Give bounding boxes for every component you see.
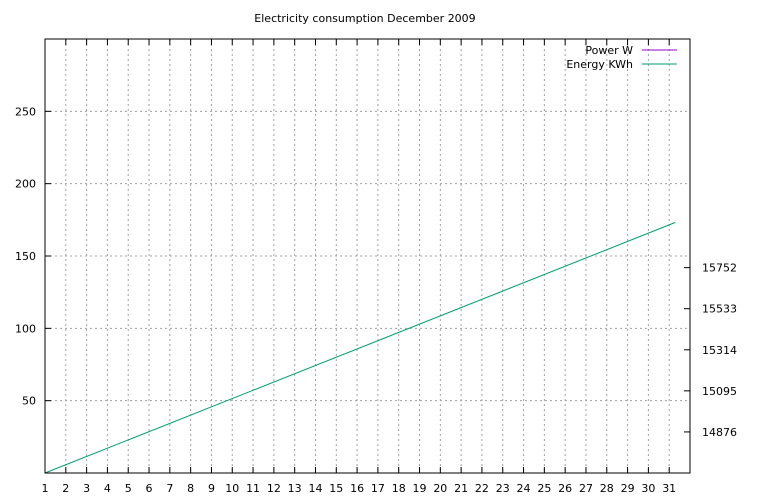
x-tick-label: 12: [267, 482, 281, 495]
x-tick-label: 22: [475, 482, 489, 495]
x-tick-label: 11: [246, 482, 260, 495]
x-tick-label: 17: [371, 482, 385, 495]
chart-title: Electricity consumption December 2009: [254, 12, 475, 25]
x-tick-label: 9: [208, 482, 215, 495]
x-tick-label: 19: [413, 482, 427, 495]
x-tick-label: 30: [641, 482, 655, 495]
series-lines: [44, 221, 676, 474]
x-tick-label: 3: [83, 482, 90, 495]
x-tick-label: 6: [146, 482, 153, 495]
x-tick-label: 10: [225, 482, 239, 495]
x-axis: 1 2 3 4 5 6 7 8 9 10 11 12 13 14 15 16 17 18 19 20 21 22 23 24 2…: [42, 39, 676, 495]
x-tick-label: 23: [496, 482, 510, 495]
x-tick-label: 14: [308, 482, 322, 495]
x-tick-label: 31: [662, 482, 676, 495]
x-tick-label: 15: [329, 482, 343, 495]
x-tick-label: 5: [125, 482, 132, 495]
y2-tick-label: 15095: [702, 385, 737, 398]
y-tick-label: 250: [15, 105, 36, 118]
y-tick-label: 200: [15, 178, 36, 191]
x-tick-label: 18: [392, 482, 406, 495]
y2-tick-label: 14876: [702, 426, 737, 439]
y-tick-label: 50: [22, 395, 36, 408]
x-tick-label: 4: [104, 482, 111, 495]
x-tick-label: 20: [433, 482, 447, 495]
x-tick-label: 8: [187, 482, 194, 495]
x-tick-label: 16: [350, 482, 364, 495]
y2-tick-label: 15752: [702, 262, 737, 275]
x-tick-label: 21: [454, 482, 468, 495]
y-tick-label: 100: [15, 322, 36, 335]
x-tick-label: 25: [537, 482, 551, 495]
x-tick-label: 24: [517, 482, 531, 495]
x-tick-label: 26: [558, 482, 572, 495]
x-tick-label: 2: [62, 482, 69, 495]
x-tick-label: 29: [621, 482, 635, 495]
y2-tick-label: 15533: [702, 303, 737, 316]
y-axis-right: 14876 15095 15314 15533 15752: [684, 262, 737, 439]
legend-label: Energy KWh: [566, 58, 633, 71]
grid: [44, 39, 690, 473]
x-tick-label: 13: [288, 482, 302, 495]
y2-tick-label: 15314: [702, 344, 737, 357]
series-line-1: [44, 221, 676, 474]
x-tick-label: 1: [42, 482, 49, 495]
y-tick-label: 150: [15, 250, 36, 263]
y-axis-left: 50 100 150 200 250: [15, 105, 51, 408]
legend-label: Power W: [585, 44, 633, 57]
x-tick-label: 27: [579, 482, 593, 495]
x-tick-label: 28: [600, 482, 614, 495]
x-tick-label: 7: [166, 482, 173, 495]
